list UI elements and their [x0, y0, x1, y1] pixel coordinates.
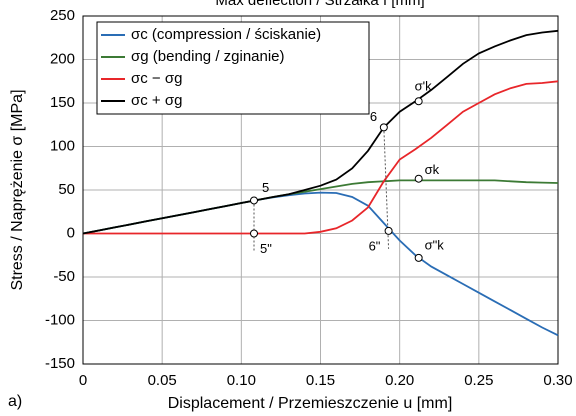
plot-frame	[82, 15, 559, 365]
y-axis-label: Stress / Naprężenie σ [MPa]	[9, 89, 26, 290]
annotation-point	[250, 196, 258, 205]
annotation-label: σk	[425, 162, 440, 177]
annotation-label: 6	[370, 109, 377, 124]
y-tick-label: 100	[50, 137, 75, 154]
series-line	[82, 29, 559, 235]
annotation-point	[384, 226, 393, 235]
annotation-point	[379, 123, 388, 132]
x-tick-label: 0.20	[385, 372, 414, 389]
legend-label: σc (compression / ściskanie)	[131, 26, 321, 43]
annotation-point	[414, 253, 423, 262]
annotation-label: 5"	[260, 241, 272, 256]
x-tick-label: 0.10	[227, 372, 256, 389]
y-tick-label: 150	[50, 94, 75, 111]
y-tick-label: 50	[58, 181, 75, 198]
legend-label: σc − σg	[131, 70, 182, 87]
y-tick-label: 200	[50, 50, 75, 67]
legend-label: σg (bending / zginanie)	[131, 48, 285, 65]
y-tick-label: -150	[45, 355, 75, 372]
annotation-point	[414, 97, 423, 106]
annotation-label: σ"k	[425, 237, 445, 252]
y-tick-label: 250	[50, 7, 75, 24]
legend-label: σc + σg	[131, 92, 182, 109]
annotation-point	[414, 174, 423, 183]
series-line	[83, 80, 559, 235]
x-axis-label: Displacement / Przemieszczenie u [mm]	[168, 395, 453, 412]
annotation-label: 6"	[369, 238, 381, 253]
panel-label: a)	[8, 393, 22, 410]
x-tick-label: 0	[79, 372, 87, 389]
x-tick-label: 0.25	[464, 372, 493, 389]
y-tick-label: 0	[67, 224, 75, 241]
x-tick-label: 0.05	[148, 372, 177, 389]
annotation-point	[250, 229, 258, 238]
legend-box	[96, 21, 370, 115]
y-tick-label: -50	[53, 268, 75, 285]
annotation-label: σ'k	[415, 79, 433, 94]
x-tick-label: 0.15	[306, 372, 335, 389]
y-tick-label: -100	[45, 311, 75, 328]
annotation-label: 5	[262, 180, 269, 195]
x-tick-label: 0.30	[543, 372, 572, 389]
chart-title: Max deflection / Strzałka f [mm]	[215, 0, 424, 9]
